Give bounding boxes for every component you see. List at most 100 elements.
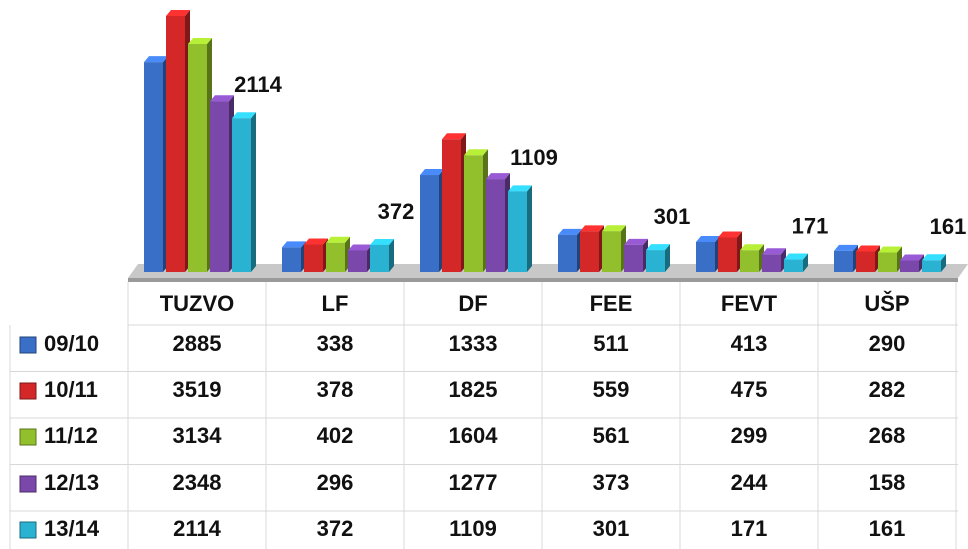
data-label: 161: [930, 214, 967, 239]
x-tick-label: TUZVO: [160, 291, 235, 316]
legend-label: 13/14: [44, 516, 100, 541]
bar-top: [900, 254, 924, 261]
table-cell: 338: [317, 331, 354, 356]
bar-top: [834, 244, 858, 251]
table-cell: 559: [593, 377, 630, 402]
bar: [282, 247, 301, 272]
bar-top: [784, 253, 808, 260]
bar: [878, 252, 897, 272]
table-cell: 161: [869, 516, 906, 541]
table-cell: 299: [731, 423, 768, 448]
table-cell: 511: [593, 331, 629, 356]
x-tick-label: FEE: [590, 291, 633, 316]
table-cell: 171: [731, 516, 768, 541]
bar: [784, 259, 803, 272]
bar: [442, 139, 461, 272]
table-cell: 1825: [449, 377, 498, 402]
bar-top: [166, 10, 190, 16]
bar: [486, 179, 505, 272]
bar: [602, 231, 621, 272]
table-cell: 301: [593, 516, 630, 541]
legend-key: [19, 382, 37, 400]
bar: [834, 250, 853, 272]
bar-side: [665, 244, 670, 272]
x-tick-label: DF: [458, 291, 487, 316]
legend-label: 09/10: [44, 331, 99, 356]
table-cell: 1333: [449, 331, 498, 356]
bar: [326, 242, 345, 272]
table-cell: 1109: [449, 516, 497, 541]
bar-side: [919, 254, 924, 272]
table-cell: 3134: [173, 423, 223, 448]
bar-top: [856, 245, 880, 252]
table-cell: 378: [317, 377, 354, 402]
bar-top: [464, 149, 488, 156]
bar-side: [251, 112, 256, 273]
data-label: 301: [654, 204, 691, 229]
legend-key: [19, 521, 37, 539]
bar-top: [210, 95, 234, 102]
table-cell: 296: [317, 470, 354, 495]
bar: [580, 231, 599, 272]
table-cell: 475: [731, 377, 768, 402]
bar-top: [370, 238, 394, 245]
bar: [646, 250, 665, 272]
bar: [718, 237, 737, 272]
bar: [232, 118, 251, 273]
bar-side: [389, 238, 394, 272]
bar-top: [348, 244, 372, 251]
bar: [166, 16, 185, 272]
bar: [900, 260, 919, 272]
bar-top: [762, 248, 786, 255]
bar-top: [326, 236, 350, 243]
bar-top: [558, 228, 582, 235]
bar-top: [188, 38, 212, 45]
bar-top: [878, 246, 902, 253]
data-label: 372: [378, 199, 415, 224]
bar-top: [486, 173, 510, 180]
bar: [370, 244, 389, 272]
bar-top: [646, 244, 670, 251]
data-label: 1109: [510, 145, 558, 170]
table-cell: 244: [731, 470, 768, 495]
table-cell: 1277: [449, 470, 498, 495]
legend-key: [19, 475, 37, 493]
bar: [740, 250, 759, 272]
bar-top: [696, 235, 720, 242]
bar-side: [527, 185, 532, 272]
bar-top: [922, 254, 946, 261]
table-cell: 373: [593, 470, 630, 495]
table-cell: 402: [317, 423, 354, 448]
bar-top: [740, 244, 764, 251]
x-tick-label: UŠP: [864, 291, 909, 316]
table-cell: 290: [869, 331, 906, 356]
data-label: 171: [792, 213, 829, 238]
legend-key: [19, 428, 37, 446]
bar: [856, 251, 875, 272]
table-cell: 372: [317, 516, 354, 541]
bar-top: [508, 185, 532, 192]
bar: [624, 244, 643, 272]
table-cell: 1604: [449, 423, 499, 448]
table-cell: 2885: [173, 331, 222, 356]
bar-top: [442, 133, 466, 140]
floor-edge: [128, 278, 958, 282]
bar: [188, 44, 207, 272]
bar-top: [718, 231, 742, 238]
table-cell: 561: [593, 423, 630, 448]
bar: [922, 260, 941, 272]
bar-side: [803, 253, 808, 272]
bar-top: [624, 238, 648, 245]
bar: [210, 101, 229, 272]
bar: [762, 254, 781, 272]
table-cell: 158: [869, 470, 906, 495]
bar-top: [232, 112, 256, 119]
bar: [558, 234, 577, 272]
bar-top: [282, 241, 306, 248]
legend-label: 10/11: [44, 377, 98, 402]
bar: [464, 155, 483, 272]
bar-top: [304, 238, 328, 245]
bar: [420, 175, 439, 272]
legend-label: 11/12: [44, 423, 98, 448]
